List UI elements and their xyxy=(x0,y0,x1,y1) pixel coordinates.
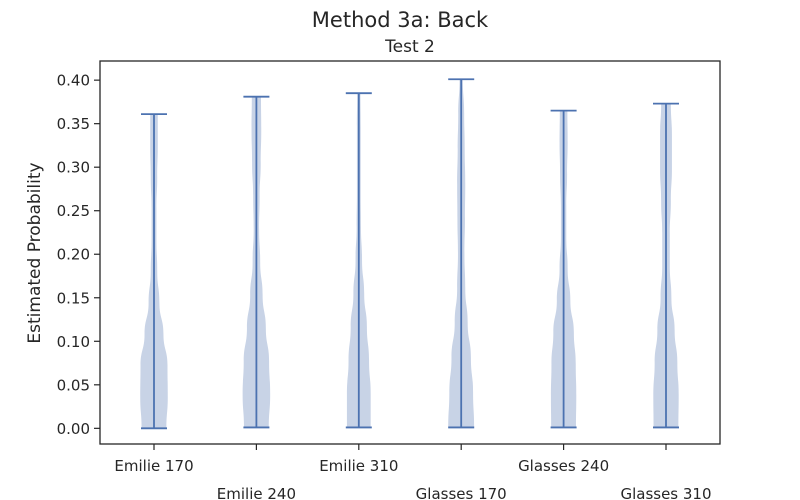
y-tick-label: 0.25 xyxy=(57,202,90,220)
y-tick-label: 0.15 xyxy=(57,289,90,307)
x-tick-label: Emilie 240 xyxy=(217,485,296,500)
x-tick-label: Glasses 170 xyxy=(416,485,507,500)
y-axis: 0.00 0.05 0.10 0.15 0.20 0.25 0.30 0.35 0.40 xyxy=(57,72,100,438)
x-axis: Emilie 170 Emilie 240 Emilie 310 Glasses 17… xyxy=(114,444,712,500)
violin-layer xyxy=(140,78,679,430)
y-tick-label: 0.35 xyxy=(57,115,90,133)
y-tick-label: 0.00 xyxy=(57,420,90,438)
y-tick-label: 0.40 xyxy=(57,72,90,90)
plot-frame xyxy=(99,60,721,445)
x-tick-label: Glasses 240 xyxy=(518,457,609,475)
y-tick-label: 0.05 xyxy=(57,376,90,394)
x-tick-label: Glasses 310 xyxy=(620,485,711,500)
x-tick-label: Emilie 310 xyxy=(319,457,398,475)
y-tick-label: 0.20 xyxy=(57,246,90,264)
y-axis-label: Estimated Probability xyxy=(25,162,45,343)
x-tick-label: Emilie 170 xyxy=(114,457,193,475)
chart-title: Method 3a: Back xyxy=(312,8,489,32)
y-tick-label: 0.30 xyxy=(57,159,90,177)
chart-subtitle: Test 2 xyxy=(384,37,435,57)
y-tick-label: 0.10 xyxy=(57,333,90,351)
